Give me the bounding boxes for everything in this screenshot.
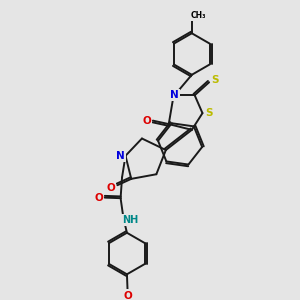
Text: O: O: [123, 291, 132, 300]
Text: O: O: [107, 182, 116, 193]
Text: O: O: [94, 193, 103, 202]
Text: CH₃: CH₃: [190, 11, 206, 20]
Text: S: S: [212, 75, 219, 85]
Text: N: N: [170, 90, 179, 100]
Text: NH: NH: [122, 215, 138, 225]
Text: N: N: [116, 151, 125, 161]
Text: S: S: [205, 108, 213, 118]
Text: O: O: [142, 116, 151, 126]
